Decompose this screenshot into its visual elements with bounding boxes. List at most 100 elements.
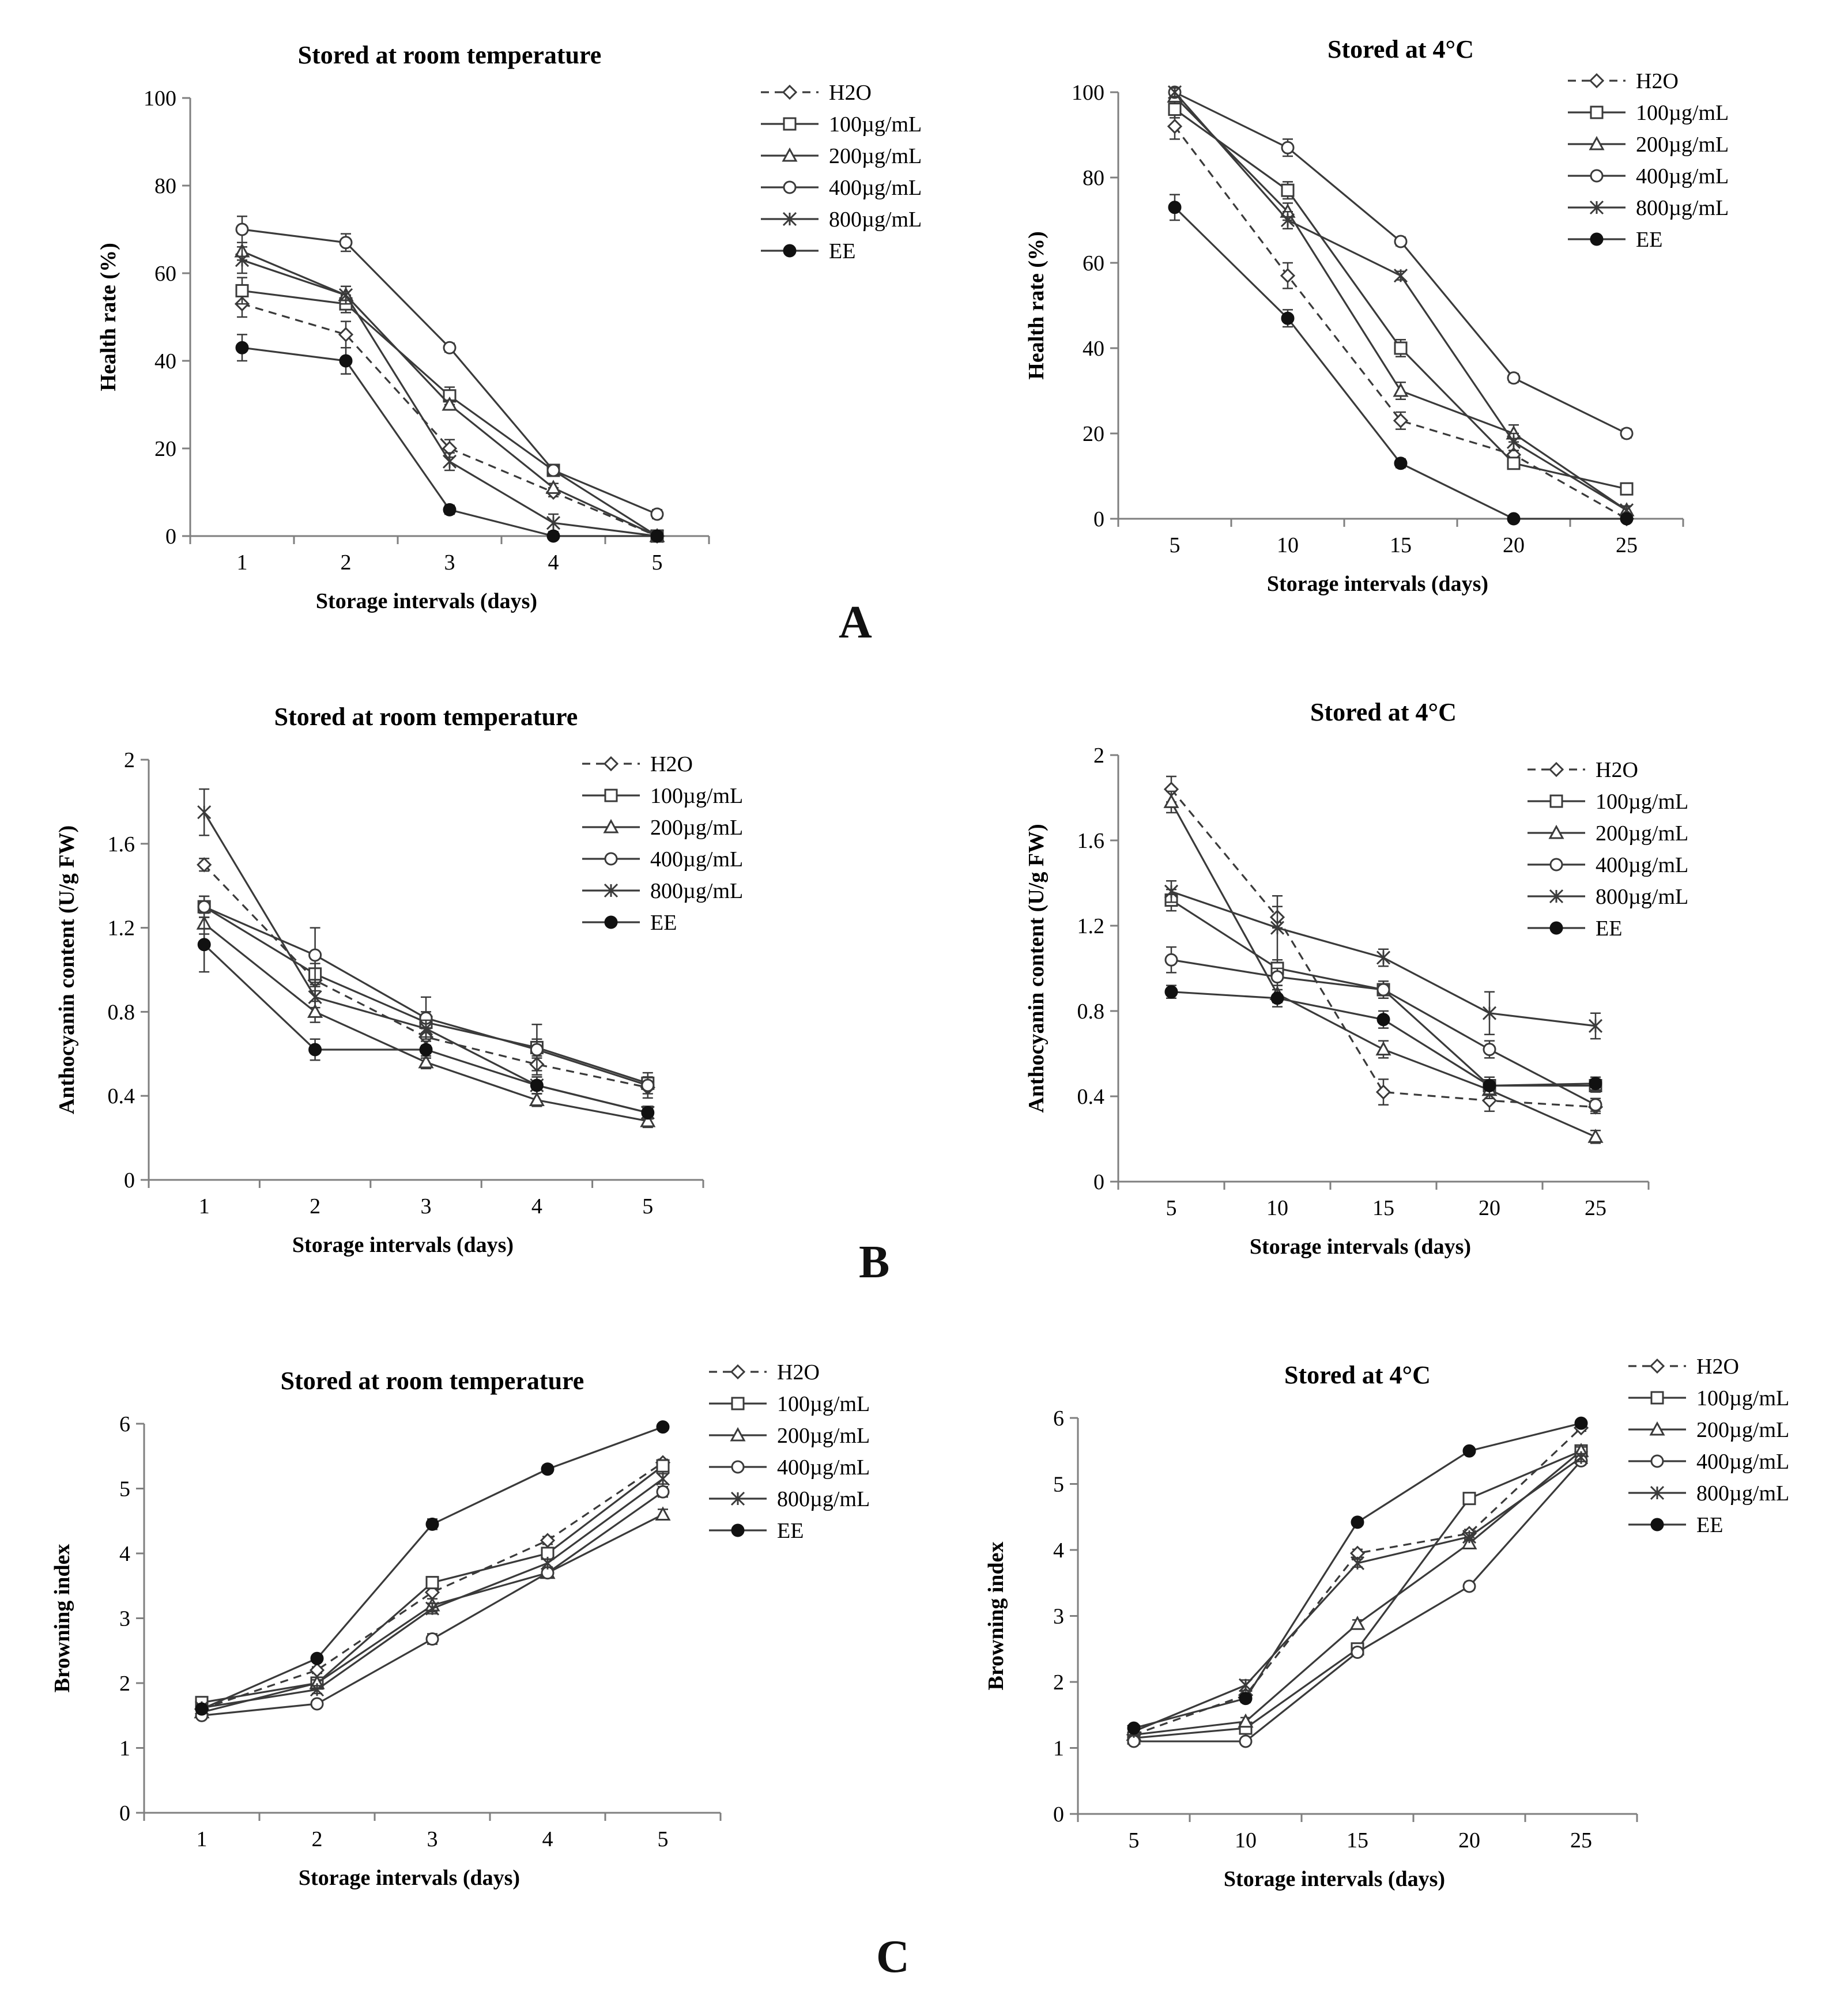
data-point-b-room-800-g-ml-0 bbox=[197, 805, 212, 820]
series-line-a-cold-ee bbox=[1174, 206, 1627, 520]
series-line-a-cold-800-g-ml bbox=[1174, 91, 1627, 511]
data-point-c-room-ee-2 bbox=[425, 1517, 439, 1531]
legend-marker-b-cold-800-g-ml bbox=[1549, 889, 1564, 904]
data-point-b-cold-800-g-ml-3 bbox=[1482, 1006, 1497, 1020]
chart-b-room-temperature: Stored at room temperature 0 0.4 0.8 1.2 1.6 2… bbox=[55, 703, 743, 1257]
legend-marker-a-room-200-g-ml bbox=[782, 147, 798, 162]
data-point-b-cold-200-g-ml-0 bbox=[1163, 794, 1179, 808]
data-point-a-room-800-g-ml-3 bbox=[546, 516, 561, 530]
legend-a-cold: H2O 100µg/mL 200µg/mL 400µg/mL 800µg/mL EE bbox=[1568, 69, 1729, 252]
y-tick-label-c-cold-2: 2 bbox=[1053, 1670, 1064, 1695]
data-point-c-room-ee-4 bbox=[656, 1420, 670, 1434]
legend-label-a-cold-ee: EE bbox=[1636, 228, 1662, 252]
legend-label-c-cold-ee: EE bbox=[1696, 1513, 1723, 1537]
legend-label-b-room-ee: EE bbox=[650, 911, 677, 935]
legend-label-c-cold-h2o: H2O bbox=[1696, 1355, 1739, 1379]
x-tick-label-a-room-1: 2 bbox=[341, 550, 352, 575]
legend-marker-c-room-100-g-ml bbox=[731, 1397, 745, 1410]
x-tick-label-b-cold-3: 20 bbox=[1479, 1196, 1500, 1220]
data-point-a-room-ee-4 bbox=[650, 529, 664, 543]
data-point-b-cold-400-g-ml-1 bbox=[1270, 970, 1284, 984]
y-tick-label-b-room-3: 1.2 bbox=[108, 916, 135, 941]
legend-label-a-room-ee: EE bbox=[829, 239, 855, 263]
series-line-c-cold-ee bbox=[1133, 1422, 1582, 1729]
x-tick-label-c-room-3: 4 bbox=[542, 1827, 553, 1851]
legend-label-c-cold-100-g-ml: 100µg/mL bbox=[1696, 1386, 1789, 1410]
y-tick-label-c-cold-3: 3 bbox=[1053, 1605, 1064, 1629]
data-point-c-room-100-g-ml-2 bbox=[425, 1576, 439, 1590]
data-point-a-cold-400-g-ml-1 bbox=[1281, 141, 1295, 154]
y-tick-label-c-cold-4: 4 bbox=[1053, 1538, 1064, 1563]
data-point-b-room-ee-1 bbox=[308, 1043, 322, 1057]
series-b-room-ee bbox=[197, 916, 655, 1120]
data-point-b-room-h2o-0 bbox=[197, 857, 212, 873]
y-tick-label-c-room-5: 5 bbox=[119, 1477, 130, 1502]
legend-label-c-room-h2o: H2O bbox=[777, 1360, 820, 1385]
data-point-a-room-h2o-1 bbox=[338, 327, 354, 342]
data-point-a-cold-800-g-ml-2 bbox=[1393, 269, 1408, 283]
y-tick-label-c-cold-5: 5 bbox=[1053, 1473, 1064, 1497]
legend-marker-c-room-800-g-ml bbox=[730, 1491, 745, 1506]
series-b-cold-ee bbox=[1164, 984, 1602, 1095]
series-c-cold-100-g-ml bbox=[1127, 1444, 1588, 1745]
panel-label-b: B bbox=[859, 1237, 890, 1288]
data-point-a-room-ee-1 bbox=[339, 354, 353, 368]
data-point-a-room-400-g-ml-0 bbox=[235, 222, 249, 236]
data-point-b-room-400-g-ml-1 bbox=[308, 948, 322, 962]
x-tick-label-a-room-2: 3 bbox=[444, 550, 455, 575]
y-tick-label-c-room-6: 6 bbox=[119, 1412, 130, 1436]
data-point-c-room-800-g-ml-3 bbox=[540, 1556, 555, 1570]
y-axis-label-c-room: Browning index bbox=[50, 1544, 74, 1693]
y-tick-label-b-cold-5: 2 bbox=[1093, 744, 1104, 768]
data-point-c-cold-200-g-ml-1 bbox=[1238, 1713, 1254, 1728]
legend-label-a-cold-h2o: H2O bbox=[1636, 69, 1679, 93]
data-point-b-room-ee-4 bbox=[641, 1106, 655, 1119]
legend-label-b-cold-800-g-ml: 800µg/mL bbox=[1596, 885, 1688, 909]
data-point-c-cold-400-g-ml-2 bbox=[1351, 1645, 1364, 1659]
legend-label-b-cold-ee: EE bbox=[1596, 916, 1622, 941]
data-point-b-cold-ee-0 bbox=[1164, 985, 1178, 999]
data-point-a-room-100-g-ml-0 bbox=[235, 284, 249, 297]
legend-marker-b-room-800-g-ml bbox=[604, 883, 618, 898]
data-point-c-cold-400-g-ml-1 bbox=[1239, 1734, 1253, 1748]
series-b-cold-h2o bbox=[1163, 775, 1604, 1115]
legend-label-b-cold-200-g-ml: 200µg/mL bbox=[1596, 821, 1688, 846]
x-axis-label-c-cold: Storage intervals (days) bbox=[1224, 1867, 1445, 1891]
data-point-b-cold-ee-4 bbox=[1589, 1077, 1602, 1091]
legend-marker-c-cold-800-g-ml bbox=[1650, 1485, 1665, 1500]
legend-marker-c-room-200-g-ml bbox=[730, 1427, 746, 1442]
legend-marker-c-room-h2o bbox=[730, 1364, 746, 1380]
data-point-a-room-ee-0 bbox=[235, 341, 249, 354]
x-tick-label-b-cold-2: 15 bbox=[1372, 1196, 1394, 1220]
legend-label-b-room-800-g-ml: 800µg/mL bbox=[650, 879, 743, 903]
x-tick-label-a-cold-3: 20 bbox=[1503, 533, 1525, 557]
data-point-b-room-400-g-ml-0 bbox=[197, 900, 211, 914]
legend-marker-c-cold-200-g-ml bbox=[1649, 1421, 1665, 1436]
data-point-a-room-400-g-ml-4 bbox=[650, 507, 664, 521]
y-axis-label-b-cold: Anthocyanin content (U/g FW) bbox=[1024, 824, 1049, 1112]
legend-label-a-cold-200-g-ml: 200µg/mL bbox=[1636, 133, 1729, 157]
data-point-b-cold-800-g-ml-2 bbox=[1376, 950, 1391, 965]
x-axis-label-b-cold: Storage intervals (days) bbox=[1250, 1235, 1471, 1259]
data-point-b-cold-ee-1 bbox=[1270, 991, 1284, 1005]
data-point-b-cold-h2o-2 bbox=[1375, 1084, 1391, 1100]
series-line-c-cold-h2o bbox=[1133, 1427, 1582, 1736]
x-tick-label-b-room-3: 4 bbox=[531, 1194, 542, 1219]
chart-c-4c: Stored at 4°C 0 1 2 3 4 5 6 5 10 15 20 25 Storage int… bbox=[984, 1355, 1789, 1891]
data-point-a-cold-100-g-ml-2 bbox=[1394, 341, 1408, 355]
data-point-a-cold-400-g-ml-4 bbox=[1620, 427, 1634, 440]
data-point-c-cold-100-g-ml-3 bbox=[1462, 1492, 1476, 1506]
legend-marker-a-cold-h2o bbox=[1589, 73, 1605, 89]
legend-marker-b-cold-200-g-ml bbox=[1548, 824, 1564, 839]
y-tick-label-c-room-2: 2 bbox=[119, 1672, 130, 1696]
data-point-c-room-400-g-ml-2 bbox=[425, 1632, 439, 1646]
series-line-a-cold-h2o bbox=[1174, 126, 1627, 520]
legend-marker-a-room-100-g-ml bbox=[783, 117, 797, 131]
y-tick-label-a-room-4: 80 bbox=[154, 174, 176, 198]
data-point-a-cold-100-g-ml-4 bbox=[1620, 482, 1634, 496]
data-point-b-room-400-g-ml-4 bbox=[641, 1078, 655, 1092]
data-point-a-cold-ee-4 bbox=[1620, 512, 1634, 526]
series-c-room-100-g-ml bbox=[195, 1459, 670, 1710]
data-point-a-cold-100-g-ml-1 bbox=[1281, 183, 1295, 197]
series-a-cold-800-g-ml bbox=[1167, 85, 1634, 518]
